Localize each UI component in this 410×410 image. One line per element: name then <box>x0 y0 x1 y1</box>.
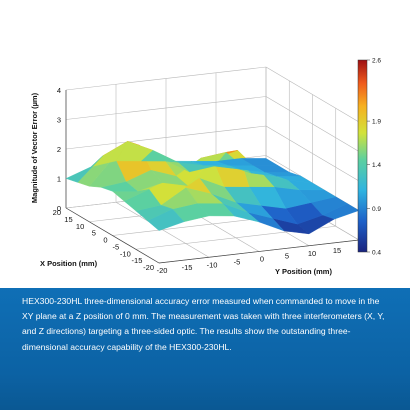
caption-panel: HEX300-230HL three-dimensional accuracy … <box>0 288 410 410</box>
y-tick-label: 15 <box>333 246 341 255</box>
surface-patch <box>65 155 103 183</box>
z-tick-label: 4 <box>57 86 61 95</box>
y-tick-label: -20 <box>157 266 168 275</box>
surface <box>65 140 360 235</box>
y-tick-label: -5 <box>234 257 241 266</box>
x-tick-label: 0 <box>103 236 107 245</box>
y-tick-label: -15 <box>182 263 193 272</box>
y-tick-label: -10 <box>207 260 218 269</box>
x-axis-label: X Position (mm) <box>40 259 98 268</box>
x-tick-label: -20 <box>143 263 154 272</box>
y-tick-label: 0 <box>260 255 264 264</box>
x-tick-label: 20 <box>53 208 61 217</box>
colorbar-tick-label: 0.4 <box>372 250 381 257</box>
y-tick-label: 5 <box>285 252 289 261</box>
z-tick-label: 1 <box>57 175 61 184</box>
colorbar-tick-label: 1.4 <box>372 162 381 169</box>
x-tick-label: 15 <box>64 215 72 224</box>
x-tick-label: -10 <box>120 249 131 258</box>
y-tick-label: 10 <box>308 249 316 258</box>
colorbar: 2.6 1.9 1.4 0.9 0.4 <box>357 58 381 257</box>
x-tick-label: 5 <box>92 229 96 238</box>
colorbar-gradient <box>357 59 368 253</box>
y-axis-label: Y Position (mm) <box>275 267 332 276</box>
x-tick-label: -5 <box>112 242 119 251</box>
z-axis-label: Magnitude of Vector Error (µm) <box>30 92 39 203</box>
caption-text: HEX300-230HL three-dimensional accuracy … <box>22 296 385 352</box>
x-tick-label: -15 <box>132 256 143 265</box>
axis-ticks: 01234-20-15-10-50510152020151050-5-10-15… <box>53 86 367 275</box>
colorbar-tick-label: 2.6 <box>372 58 381 65</box>
colorbar-tick-label: 0.9 <box>372 206 381 213</box>
colorbar-tick-label: 1.9 <box>372 119 381 126</box>
z-tick-label: 0 <box>57 204 61 213</box>
z-tick-label: 3 <box>57 116 61 125</box>
x-tick-label: 10 <box>76 222 84 231</box>
z-tick-label: 2 <box>57 145 61 154</box>
